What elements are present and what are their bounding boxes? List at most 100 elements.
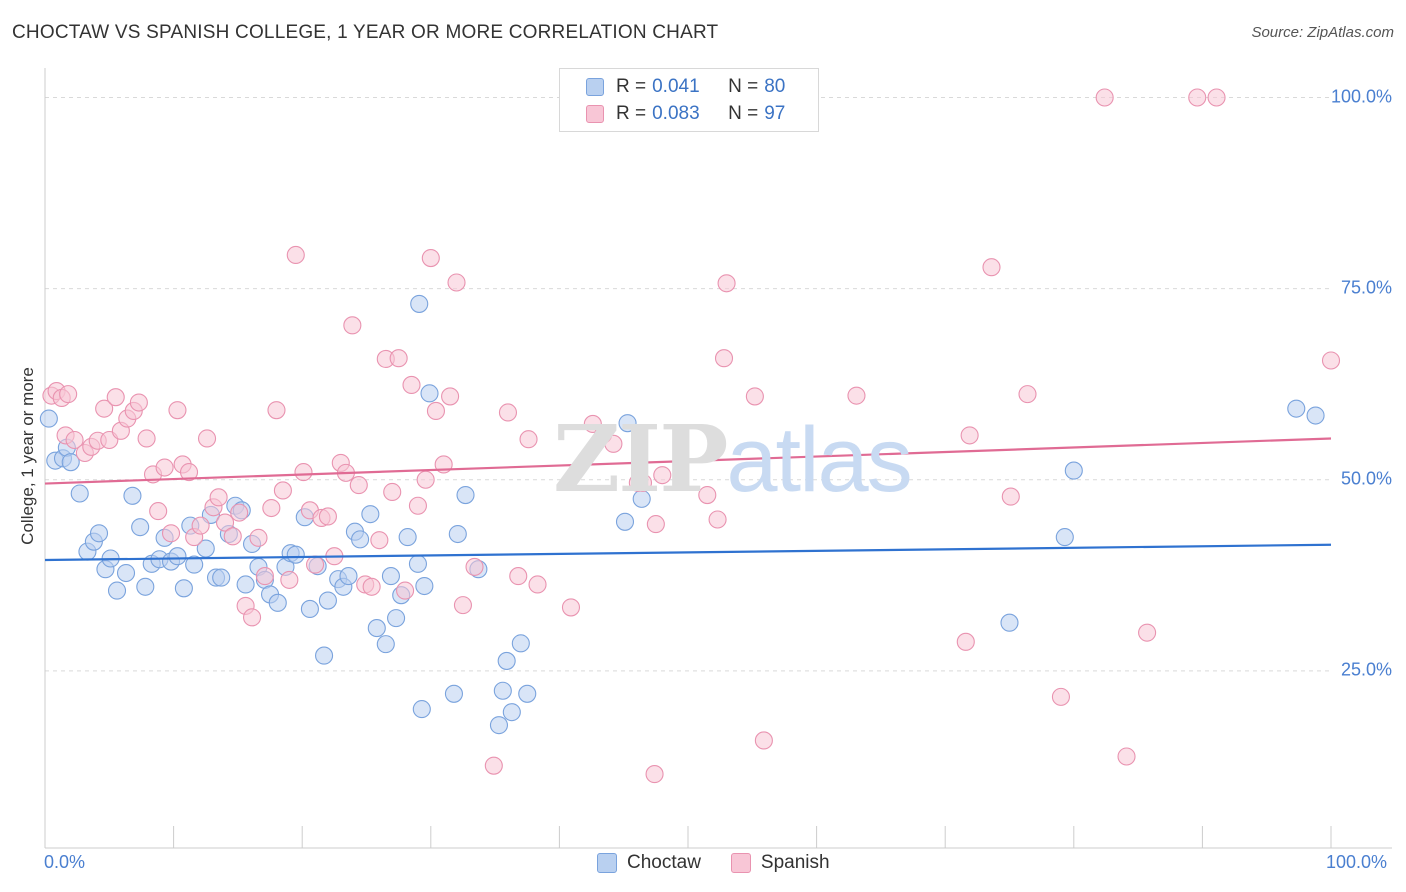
spanish-point xyxy=(708,510,727,529)
x-tick-label: 100.0% xyxy=(1326,852,1388,872)
spanish-point xyxy=(465,557,484,576)
watermark-atlas: atlas xyxy=(726,409,912,511)
chart-title: CHOCTAW VS SPANISH COLLEGE, 1 YEAR OR MO… xyxy=(12,22,719,43)
choctaw-point xyxy=(136,577,155,596)
legend-item-spanish[interactable]: Spanish xyxy=(730,852,830,874)
spanish-point xyxy=(519,430,538,449)
spanish-point xyxy=(1018,385,1037,404)
spanish-point xyxy=(197,429,217,448)
choctaw-point xyxy=(493,681,512,700)
spanish-point xyxy=(255,567,274,586)
choctaw-point xyxy=(1306,406,1325,425)
choctaw-legend-swatch xyxy=(597,853,617,873)
spanish-point xyxy=(453,596,473,615)
n-label: N = xyxy=(728,103,759,124)
choctaw-point xyxy=(315,646,334,665)
spanish-point xyxy=(306,555,325,574)
spanish-point xyxy=(484,756,503,775)
choctaw-legend-label: Choctaw xyxy=(627,852,701,873)
r-label: R = xyxy=(616,103,647,124)
spanish-point xyxy=(645,765,664,784)
choctaw-point xyxy=(408,554,427,573)
spanish-point xyxy=(441,387,460,406)
choctaw-point xyxy=(456,485,475,505)
n-label: N = xyxy=(728,76,759,97)
y-tick-label: 50.0% xyxy=(1340,468,1392,489)
choctaw-trend-line xyxy=(44,543,1332,562)
spanish-point xyxy=(396,581,415,600)
choctaw-r-value: 0.041 xyxy=(652,76,700,97)
spanish-point xyxy=(59,385,78,404)
spanish-point xyxy=(106,388,125,407)
choctaw-point xyxy=(116,563,136,583)
choctaw-point xyxy=(497,651,516,670)
choctaw-point xyxy=(351,530,370,549)
legend-item-choctaw[interactable]: Choctaw xyxy=(597,852,701,874)
spanish-point xyxy=(191,516,210,535)
spanish-legend-swatch xyxy=(730,853,751,873)
spanish-point xyxy=(280,570,299,589)
y-tick-label: 100.0% xyxy=(1330,86,1392,107)
spanish-point xyxy=(1051,687,1070,706)
spanish-r-value: 0.083 xyxy=(652,103,700,124)
choctaw-point xyxy=(1000,613,1019,632)
spanish-point xyxy=(956,632,975,651)
spanish-point xyxy=(528,575,547,594)
choctaw-point xyxy=(511,634,530,653)
spanish-point xyxy=(754,731,773,750)
choctaw-point xyxy=(502,703,521,722)
series-legend: Choctaw Spanish xyxy=(597,852,860,874)
r-label: R = xyxy=(616,76,647,97)
spanish-point xyxy=(242,608,262,627)
spanish-point xyxy=(389,349,408,368)
spanish-point xyxy=(745,387,764,406)
x-tick-label: 0.0% xyxy=(44,852,86,872)
choctaw-point xyxy=(410,294,429,313)
choctaw-point xyxy=(412,700,431,719)
choctaw-point xyxy=(61,453,80,472)
spanish-point xyxy=(370,531,389,550)
choctaw-point xyxy=(39,409,58,428)
spanish-point xyxy=(402,375,421,395)
spanish-point xyxy=(155,458,174,477)
choctaw-point xyxy=(236,575,255,594)
choctaw-point xyxy=(339,567,358,586)
spanish-point xyxy=(717,274,736,293)
spanish-point xyxy=(286,245,305,265)
choctaw-point xyxy=(381,567,400,586)
spanish-swatch xyxy=(586,105,604,123)
spanish-point xyxy=(129,393,148,412)
choctaw-point xyxy=(168,547,187,566)
spanish-point xyxy=(1001,487,1020,506)
choctaw-point xyxy=(420,384,439,403)
spanish-point xyxy=(421,248,440,268)
spanish-point xyxy=(416,470,435,489)
spanish-point xyxy=(646,515,665,534)
choctaw-point xyxy=(398,528,417,547)
spanish-point xyxy=(343,316,362,335)
watermark: ZIPatlas xyxy=(553,405,913,513)
choctaw-swatch xyxy=(586,78,604,96)
choctaw-point xyxy=(518,684,537,703)
spanish-point xyxy=(1207,88,1226,107)
choctaw-point xyxy=(615,512,635,531)
choctaw-point xyxy=(268,593,287,612)
spanish-point xyxy=(604,434,623,453)
y-tick-label: 75.0% xyxy=(1340,277,1392,298)
spanish-point xyxy=(633,473,653,492)
spanish-point xyxy=(408,496,427,515)
choctaw-point xyxy=(123,486,142,505)
spanish-point xyxy=(847,386,866,405)
choctaw-point xyxy=(174,579,193,598)
spanish-point xyxy=(149,502,168,521)
choctaw-point xyxy=(1055,528,1074,547)
trend-lines xyxy=(44,437,1332,562)
spanish-point xyxy=(273,481,292,500)
choctaw-point xyxy=(361,505,380,524)
spanish-point xyxy=(179,463,199,482)
spanish-point xyxy=(653,466,672,485)
choctaw-point xyxy=(1287,399,1306,418)
spanish-point xyxy=(262,498,281,518)
spanish-point xyxy=(267,401,286,420)
spanish-point xyxy=(230,503,249,522)
